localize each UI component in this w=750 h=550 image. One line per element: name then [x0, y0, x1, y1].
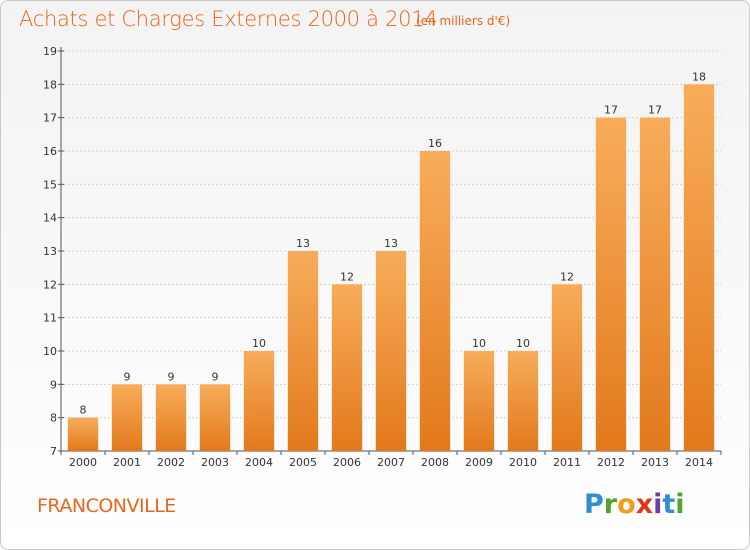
bar-2011: [551, 284, 583, 451]
bar-value-label: 17: [604, 104, 618, 117]
bar-2001: [111, 384, 143, 451]
y-tick-label: 9: [50, 378, 57, 391]
y-tick-label: 10: [43, 345, 57, 358]
bar-2013: [639, 117, 671, 452]
bar-value-label: 8: [80, 404, 87, 417]
x-tick-label: 2013: [641, 456, 669, 469]
bar-2003: [199, 384, 231, 451]
bar-2005: [287, 251, 319, 451]
bar-2012: [595, 117, 627, 452]
bar-value-label: 13: [296, 237, 310, 250]
y-tick-label: 7: [50, 445, 57, 458]
x-tick-label: 2005: [289, 456, 317, 469]
bar-value-label: 12: [560, 270, 574, 283]
bar-value-label: 10: [516, 337, 530, 350]
x-tick-label: 2012: [597, 456, 625, 469]
bar-2002: [155, 384, 187, 451]
bar-value-label: 10: [252, 337, 266, 350]
x-tick-label: 2014: [685, 456, 713, 469]
x-tick-label: 2011: [553, 456, 581, 469]
y-tick-label: 8: [50, 412, 57, 425]
bar-value-label: 12: [340, 270, 354, 283]
y-tick-label: 15: [43, 178, 57, 191]
city-name: FRANCONVILLE: [37, 495, 176, 517]
y-tick-label: 13: [43, 245, 57, 258]
bar-value-label: 10: [472, 337, 486, 350]
bar-value-label: 17: [648, 104, 662, 117]
bar-2007: [375, 251, 407, 451]
bars: [67, 84, 715, 452]
bar-2000: [67, 417, 99, 451]
x-tick-label: 2003: [201, 456, 229, 469]
x-tick-label: 2001: [113, 456, 141, 469]
y-tick-label: 16: [43, 145, 57, 158]
bar-value-label: 9: [168, 370, 175, 383]
x-tick-label: 2000: [69, 456, 97, 469]
y-tick-label: 19: [43, 45, 57, 58]
y-tick-label: 18: [43, 78, 57, 91]
y-tick-label: 17: [43, 112, 57, 125]
bar-value-label: 9: [124, 370, 131, 383]
bar-2006: [331, 284, 363, 451]
labels: 8 2000 9 2001 9 2002 9 2003 10 2004 13 2005 12 2006 13…: [69, 70, 713, 469]
x-tick-label: 2008: [421, 456, 449, 469]
x-tick-label: 2004: [245, 456, 273, 469]
chart-unit: (en milliers d'€): [416, 14, 511, 28]
x-tick-label: 2007: [377, 456, 405, 469]
x-tick-label: 2006: [333, 456, 361, 469]
bar-2010: [507, 351, 539, 451]
y-tick-label: 12: [43, 278, 57, 291]
bar-2004: [243, 351, 275, 451]
x-tick-label: 2010: [509, 456, 537, 469]
bar-value-label: 9: [212, 370, 219, 383]
x-tick-label: 2009: [465, 456, 493, 469]
x-tick-label: 2002: [157, 456, 185, 469]
bar-value-label: 13: [384, 237, 398, 250]
chart-title: Achats et Charges Externes 2000 à 2014: [19, 7, 438, 31]
y-tick-label: 14: [43, 212, 57, 225]
y-tick-label: 11: [43, 312, 57, 325]
bar-2009: [463, 351, 495, 451]
bar-value-label: 16: [428, 137, 442, 150]
bar-2014: [683, 84, 715, 451]
proxiti-logo[interactable]: Proxiti: [584, 489, 685, 520]
bar-2008: [419, 151, 451, 451]
bar-value-label: 18: [692, 70, 706, 83]
